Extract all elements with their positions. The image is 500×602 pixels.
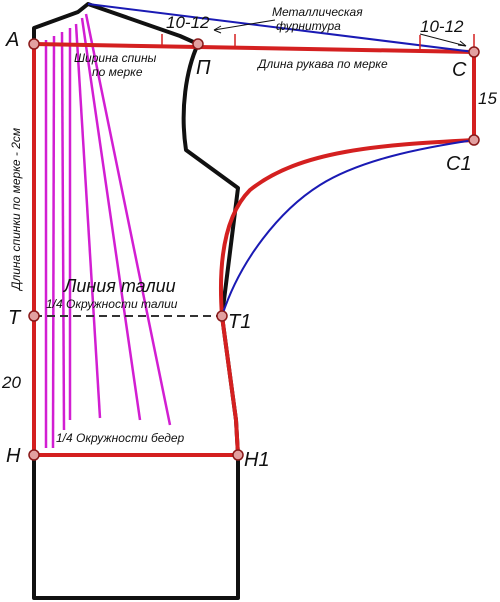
point-label-c: С xyxy=(452,59,467,81)
label-metal-hardware-1: Металлическая xyxy=(272,5,363,19)
point-label-p: П xyxy=(196,57,211,79)
point-label-t1: Т1 xyxy=(228,311,251,333)
label-back-width-1: Ширина спины xyxy=(74,51,157,65)
construction-lines xyxy=(32,42,476,457)
point-marker-c1 xyxy=(468,134,480,146)
label-sleeve-length: Длина рукава по мерке xyxy=(256,57,388,71)
point-label-h: Н xyxy=(6,445,21,467)
label-metal-hardware-2: фурнитура xyxy=(276,19,341,33)
label-waist-line: Линия талии xyxy=(63,276,176,296)
point-label-h1: Н1 xyxy=(244,449,270,471)
point-marker-t1 xyxy=(216,310,228,322)
point-marker-h xyxy=(28,449,40,461)
label-quarter-waist: 1/4 Окружности талии xyxy=(46,297,178,311)
point-markers xyxy=(28,38,480,461)
point-marker-h1 xyxy=(232,449,244,461)
point-marker-p xyxy=(192,38,204,50)
dart-lines xyxy=(44,13,172,449)
label-back-length: Длина спинки по мерке - 2см xyxy=(9,128,23,292)
point-label-a: А xyxy=(5,29,19,51)
measure-sleeve-drop: 15 xyxy=(478,89,497,108)
label-quarter-hip: 1/4 Окружности бедер xyxy=(56,431,185,445)
measure-waist-to-hip: 20 xyxy=(1,373,21,392)
measure-right-offset: 10-12 xyxy=(420,17,464,36)
measure-top-offset: 10-12 xyxy=(166,13,210,32)
label-back-width-2: по мерке xyxy=(92,65,143,79)
blue-lines xyxy=(87,3,475,317)
point-marker-t xyxy=(28,310,40,322)
point-marker-a xyxy=(28,38,40,50)
point-label-c1: С1 xyxy=(446,153,472,175)
point-marker-c xyxy=(468,46,480,58)
hardware-arrows xyxy=(213,19,467,47)
point-label-t: Т xyxy=(8,307,22,329)
